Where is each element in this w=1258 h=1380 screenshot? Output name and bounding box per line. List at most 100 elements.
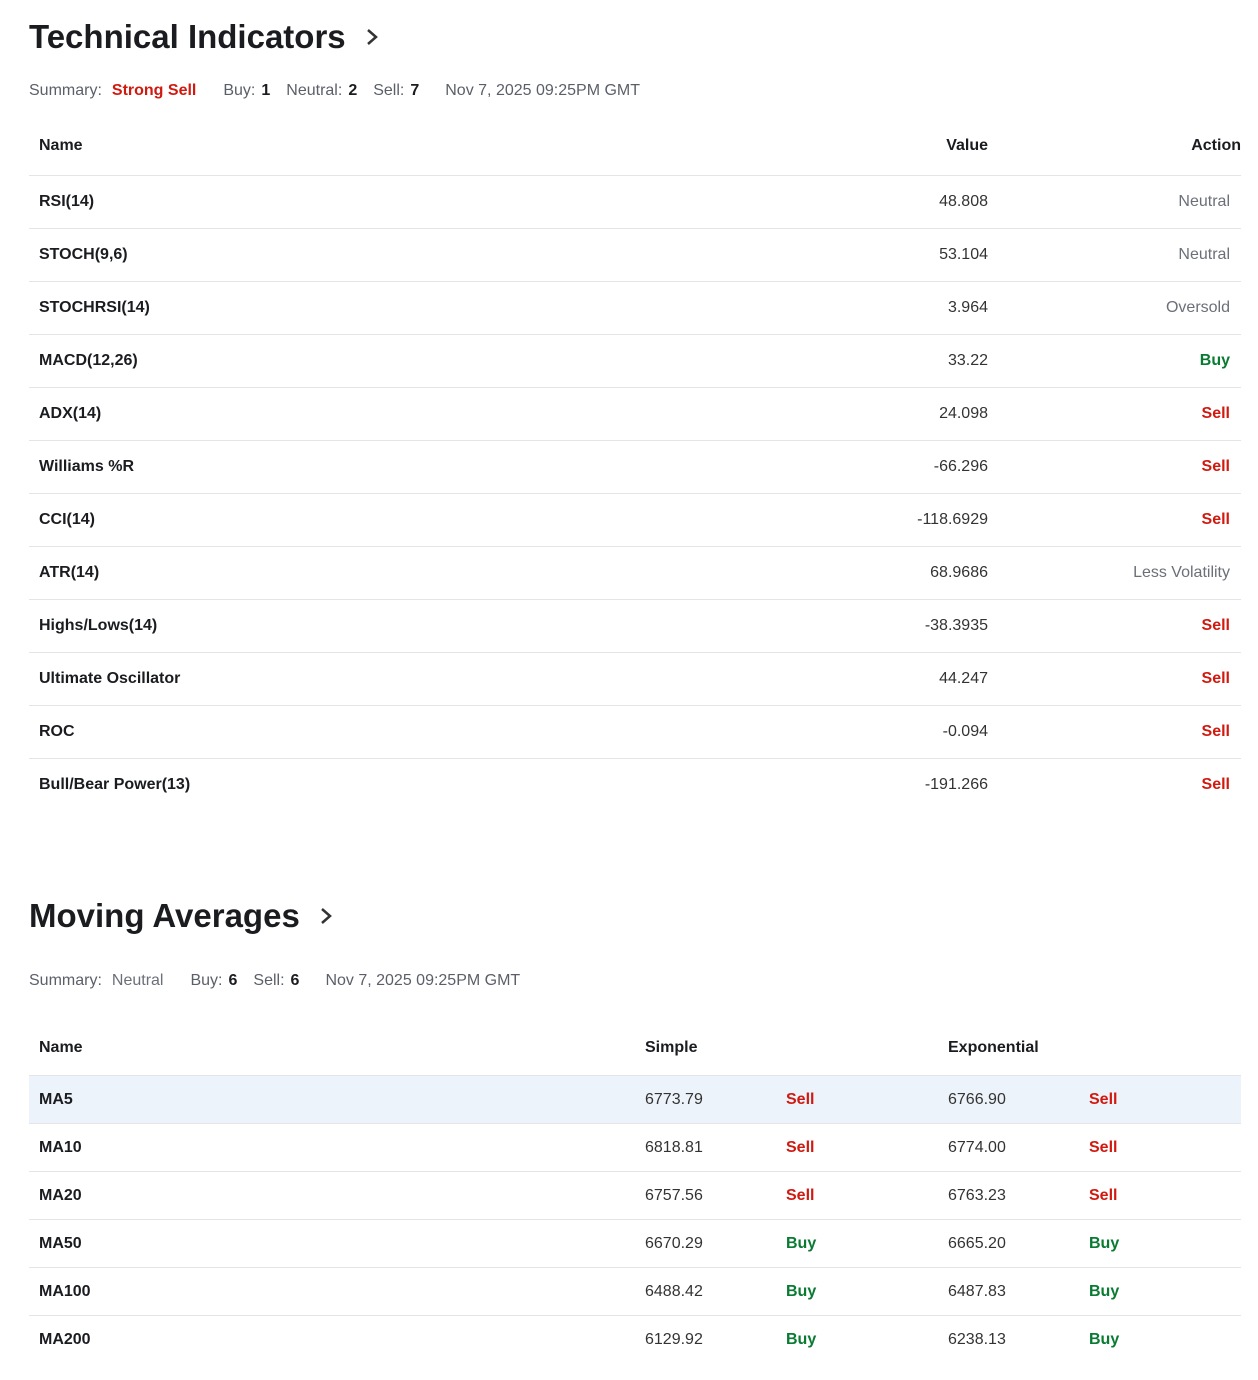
ma-name: MA5 bbox=[39, 1090, 73, 1108]
simple-value: 6488.42 bbox=[645, 1282, 703, 1300]
table: Name Value Action RSI(14) 48.808 Neutral STOCH… bbox=[29, 117, 1241, 811]
simple-value: 6129.92 bbox=[645, 1330, 703, 1348]
table-row: RSI(14) 48.808 Neutral bbox=[29, 175, 1241, 228]
indicator-action: Oversold bbox=[1165, 299, 1230, 316]
indicator-action: Sell bbox=[1201, 776, 1230, 793]
header-cell: Name bbox=[39, 137, 83, 154]
ma-name: MA200 bbox=[39, 1330, 91, 1348]
exponential-value: 6487.83 bbox=[948, 1282, 1006, 1300]
table: Name Simple Exponential MA5 6773.79 Sell 6766.… bbox=[29, 1020, 1241, 1363]
table-row: MA100 6488.42 Buy 6487.83 Buy bbox=[29, 1267, 1241, 1315]
table-row: Williams %R -66.296 Sell bbox=[29, 440, 1241, 493]
simple-value: 6818.81 bbox=[645, 1138, 703, 1156]
simple-value: 6757.56 bbox=[645, 1186, 703, 1204]
header-cell: Action bbox=[1191, 137, 1241, 154]
ma-name: MA10 bbox=[39, 1138, 82, 1156]
buy-label: Buy: bbox=[190, 972, 223, 989]
simple-action: Sell bbox=[786, 1138, 815, 1156]
chevron bbox=[320, 908, 332, 924]
table-row[interactable]: MA5 6773.79 Sell 6766.90 Sell bbox=[29, 1075, 1241, 1123]
exponential-action: Buy bbox=[1089, 1330, 1120, 1348]
summary-value: Strong Sell bbox=[111, 82, 197, 99]
table-row: MA50 6670.29 Buy 6665.20 Buy bbox=[29, 1219, 1241, 1267]
indicator-value: 3.964 bbox=[947, 299, 988, 316]
summary: Summary: Strong Sell Buy: 1 Neutral: 2 Sell: 7 N… bbox=[29, 82, 640, 100]
sell-label: Sell: bbox=[373, 82, 405, 99]
buy-label: Buy: bbox=[223, 82, 256, 99]
sell-count: 6 bbox=[290, 972, 300, 989]
ma-name: MA20 bbox=[39, 1186, 82, 1204]
table-row: STOCH(9,6) 53.104 Neutral bbox=[29, 228, 1241, 281]
indicator-name: Ultimate Oscillator bbox=[39, 670, 181, 687]
table-row: Highs/Lows(14) -38.3935 Sell bbox=[29, 599, 1241, 652]
buy-count: 1 bbox=[261, 82, 271, 99]
simple-action: Buy bbox=[786, 1282, 817, 1300]
section-title[interactable]: Technical Indicators bbox=[29, 18, 380, 56]
exponential-value: 6238.13 bbox=[948, 1330, 1006, 1348]
table-row: ATR(14) 68.9686 Less Volatility bbox=[29, 546, 1241, 599]
table-row: MA20 6757.56 Sell 6763.23 Sell bbox=[29, 1171, 1241, 1219]
summary: Summary: Neutral Buy: 6 Sell: 6 Nov 7, 2025 09… bbox=[29, 972, 520, 990]
exponential-value: 6774.00 bbox=[948, 1138, 1006, 1156]
summary-label: Summary: bbox=[29, 972, 102, 989]
header-cell: Exponential bbox=[948, 1038, 1039, 1056]
table-row: STOCHRSI(14) 3.964 Oversold bbox=[29, 281, 1241, 334]
sell-count: 7 bbox=[410, 82, 420, 99]
indicator-value: -191.266 bbox=[924, 776, 988, 793]
indicator-action: Sell bbox=[1201, 723, 1230, 740]
table-row: ROC -0.094 Sell bbox=[29, 705, 1241, 758]
indicator-name: MACD(12,26) bbox=[39, 352, 138, 369]
indicator-name: ROC bbox=[39, 723, 75, 740]
indicator-name: STOCHRSI(14) bbox=[39, 299, 150, 316]
summary-value: Neutral bbox=[111, 972, 164, 989]
indicator-action: Sell bbox=[1201, 405, 1230, 422]
table-row: ADX(14) 24.098 Sell bbox=[29, 387, 1241, 440]
indicator-value: -38.3935 bbox=[924, 617, 988, 634]
simple-action: Sell bbox=[786, 1090, 815, 1108]
indicator-name: ADX(14) bbox=[39, 405, 102, 422]
simple-action: Buy bbox=[786, 1330, 817, 1348]
exponential-value: 6763.23 bbox=[948, 1186, 1006, 1204]
table-row: MA10 6818.81 Sell 6774.00 Sell bbox=[29, 1123, 1241, 1171]
simple-value: 6773.79 bbox=[645, 1090, 703, 1108]
indicator-action: Sell bbox=[1201, 670, 1230, 687]
summary-date: Nov 7, 2025 09:25PM GMT bbox=[445, 82, 641, 99]
table-row: CCI(14) -118.6929 Sell bbox=[29, 493, 1241, 546]
header-row: Name Value Action bbox=[29, 117, 1241, 175]
indicator-name: RSI(14) bbox=[39, 193, 95, 210]
indicator-value: 68.9686 bbox=[930, 564, 988, 581]
indicator-action: Sell bbox=[1201, 617, 1230, 634]
indicator-action: Sell bbox=[1201, 511, 1230, 528]
table-row: MA200 6129.92 Buy 6238.13 Buy bbox=[29, 1315, 1241, 1363]
indicator-value: -0.094 bbox=[942, 723, 988, 740]
indicator-value: -66.296 bbox=[933, 458, 988, 475]
title-text: Moving Averages bbox=[29, 897, 300, 934]
buy-count: 6 bbox=[228, 972, 238, 989]
header-cell: Value bbox=[946, 137, 988, 154]
header-cell: Simple bbox=[645, 1038, 698, 1056]
simple-action: Buy bbox=[786, 1234, 817, 1252]
summary-date: Nov 7, 2025 09:25PM GMT bbox=[325, 972, 521, 989]
neutral-label: Neutral: bbox=[286, 82, 343, 99]
indicator-action: Neutral bbox=[1178, 246, 1230, 263]
exponential-action: Sell bbox=[1089, 1138, 1118, 1156]
table-row: MACD(12,26) 33.22 Buy bbox=[29, 334, 1241, 387]
indicator-name: Bull/Bear Power(13) bbox=[39, 776, 191, 793]
indicator-value: 24.098 bbox=[939, 405, 988, 422]
indicator-value: 33.22 bbox=[947, 352, 988, 369]
indicator-value: 53.104 bbox=[939, 246, 988, 263]
exponential-action: Buy bbox=[1089, 1234, 1120, 1252]
section-title[interactable]: Moving Averages bbox=[29, 897, 334, 935]
header-cell: Name bbox=[39, 1038, 83, 1056]
chevron bbox=[366, 29, 378, 45]
exponential-action: Sell bbox=[1089, 1090, 1118, 1108]
indicator-name: CCI(14) bbox=[39, 511, 96, 528]
indicator-value: -118.6929 bbox=[917, 511, 988, 528]
simple-action: Sell bbox=[786, 1186, 815, 1204]
indicator-value: 48.808 bbox=[939, 193, 988, 210]
indicator-action: Buy bbox=[1199, 352, 1230, 369]
indicator-name: ATR(14) bbox=[39, 564, 100, 581]
ma-name: MA100 bbox=[39, 1282, 91, 1300]
header-row: Name Simple Exponential bbox=[29, 1020, 1241, 1075]
